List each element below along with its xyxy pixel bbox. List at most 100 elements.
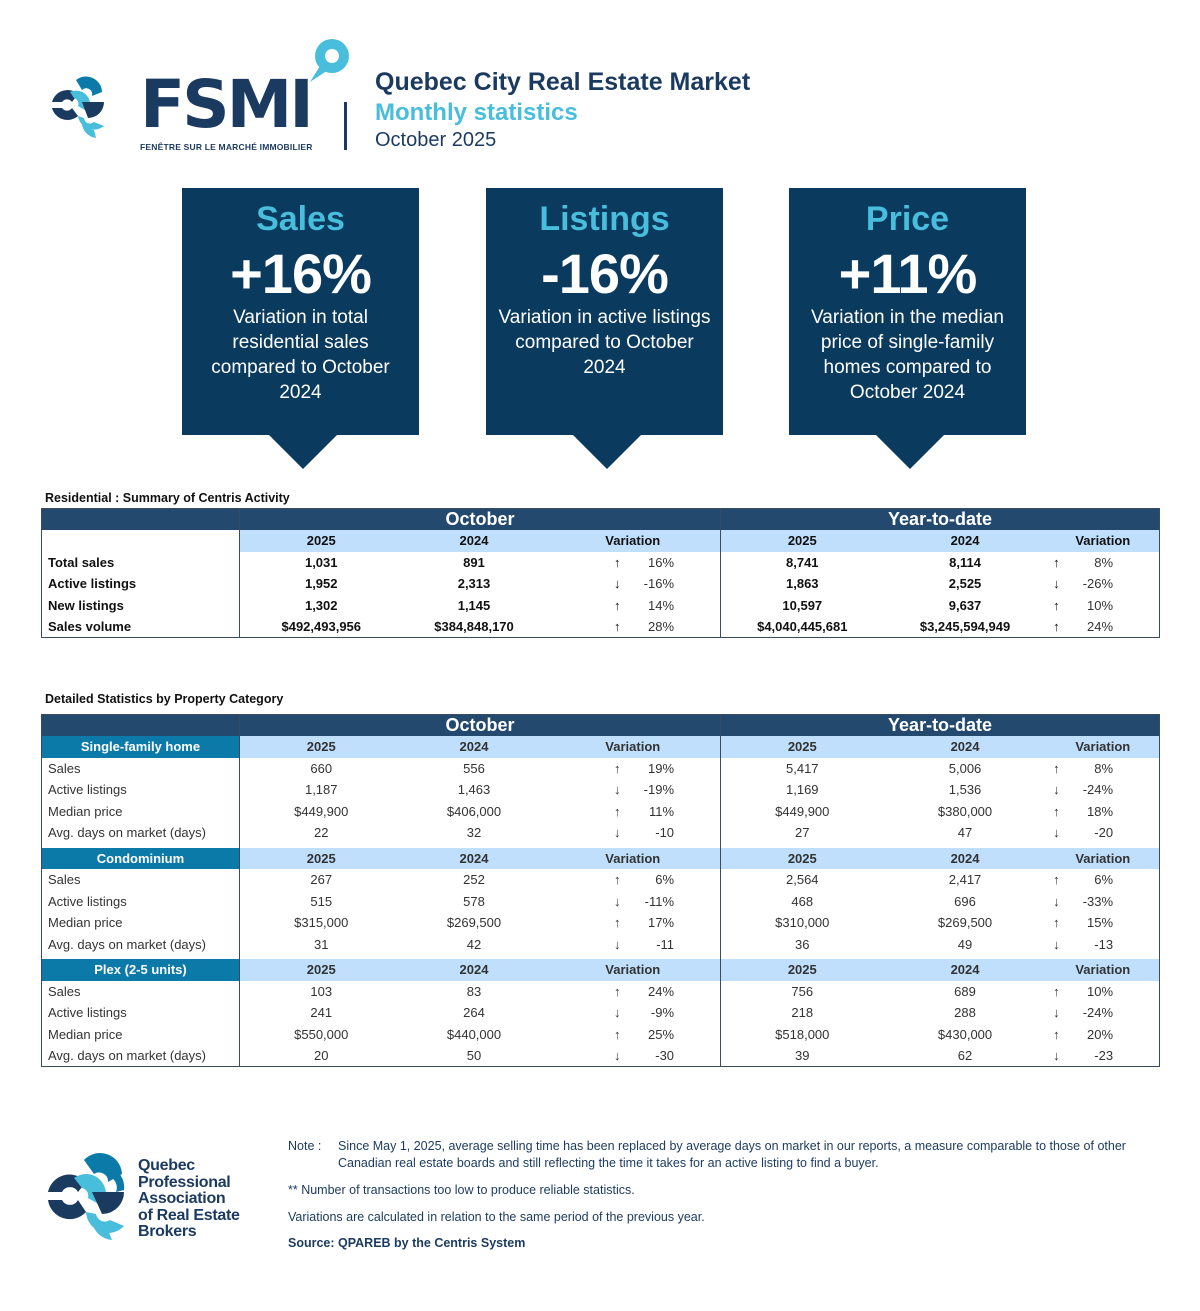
table-row: Active listings 1,952 2,313 ↓ -16% 1,863 2,525… (42, 573, 1160, 595)
category-header-row: Condominium 2025 2024 Variation 2025 2024 Vari… (41, 847, 1160, 869)
arrow-down-icon: ↓ (614, 936, 621, 952)
ytd-2024-value: 8,114 (949, 554, 981, 570)
variation-value: -16% (643, 576, 675, 592)
col-header-ytd-2025: 2025 (720, 530, 884, 552)
table-row: Sales 103 83 ↑ 24% 756 689 ↑ 10% (42, 980, 1160, 1002)
spacer-row (42, 955, 1160, 959)
variation-value: -11 (656, 936, 675, 952)
oct-2024-value: 1,463 (457, 782, 491, 798)
qpareb-mini-logo-icon (52, 76, 104, 138)
header-year-to-date: Year-to-date (720, 508, 1160, 530)
oct-2024-value: $269,500 (446, 915, 502, 931)
arrow-up-icon: ↑ (1053, 554, 1060, 570)
table-row: Avg. days on market (days) 20 50 ↓ -30 39 62 ↓ -… (42, 1045, 1160, 1067)
ytd-2024-value: 5,006 (948, 760, 982, 776)
arrow-down-icon: ↓ (1053, 1005, 1060, 1021)
page-subtitle: Monthly statistics (375, 99, 578, 126)
oct-2025-value: 241 (239, 1002, 403, 1024)
arrow-up-icon: ↑ (614, 760, 621, 776)
variation-value: 6% (1094, 872, 1114, 888)
oct-2025-value: 515 (239, 890, 403, 912)
ytd-2025-value: 39 (720, 1045, 884, 1067)
oct-variation-cell: ↓ -9% (546, 1002, 721, 1024)
kpi-description: Variation in total residential sales com… (211, 307, 390, 403)
row-label: Sales (48, 760, 81, 776)
row-label: Median price (48, 1026, 123, 1042)
arrow-up-icon: ↑ (614, 1026, 621, 1042)
speech-bubble-icon (310, 39, 349, 82)
ytd-2024-value: $430,000 (937, 1026, 993, 1042)
category-label: Single-family home (41, 736, 240, 758)
arrow-up-icon: ↑ (1053, 760, 1060, 776)
arrow-up-icon: ↑ (614, 983, 621, 999)
col-header-oct-2024: 2024 (402, 530, 546, 552)
kpi-description: Variation in the median price of single-… (811, 307, 1004, 403)
oct-2025-value: 1,952 (239, 573, 403, 595)
header-blank (41, 530, 240, 552)
row-label: Active listings (48, 782, 127, 798)
ytd-2024-value: 696 (954, 893, 976, 909)
kpi-value: +11% (838, 242, 978, 305)
oct-2024-value: 50 (466, 1048, 482, 1063)
kpi-title: Price (865, 200, 950, 238)
variation-value: -33% (1082, 893, 1114, 909)
ytd-2025-value: 5,417 (720, 757, 884, 779)
row-label: Active listings (48, 893, 127, 909)
variation-value: 28% (648, 619, 675, 634)
summary-section-label: Residential : Summary of Centris Activit… (45, 491, 290, 505)
ytd-2025-value: 36 (720, 933, 884, 955)
row-label: Avg. days on market (days) (48, 1048, 206, 1063)
header-october: October (238, 714, 721, 736)
spacer-row (42, 843, 1160, 848)
kpi-card-price: Price +11% Variation in the median price… (789, 188, 1026, 435)
arrow-down-icon: ↓ (614, 893, 621, 909)
variation-value: -26% (1082, 576, 1114, 592)
arrow-up-icon: ↑ (614, 803, 621, 819)
oct-2024-value: 42 (466, 936, 482, 952)
fsmi-logo: FSMI FENÊTRE SUR LE MARCHÉ IMMOBILIER (140, 72, 340, 153)
oct-2025-value: $315,000 (239, 912, 403, 934)
col-header-ytd-2025: 2025 (720, 736, 884, 758)
ytd-2025-value: $4,040,445,681 (720, 616, 884, 638)
oct-variation-cell: ↑ 25% (546, 1024, 721, 1046)
arrow-up-icon: ↑ (614, 597, 621, 613)
asterisk-note: ** Number of transactions too low to pro… (288, 1183, 635, 1197)
kpi-description: Variation in active listings compared to… (498, 307, 711, 378)
variation-value: -19% (643, 782, 675, 798)
variation-value: 15% (1087, 915, 1114, 931)
oct-2025-value: 660 (239, 757, 403, 779)
arrow-down-icon: ↓ (1053, 936, 1060, 952)
ytd-2025-value: $518,000 (720, 1023, 884, 1045)
row-label: Avg. days on market (days) (48, 825, 206, 841)
ytd-2024-value: 49 (957, 936, 973, 952)
oct-2024-value: $406,000 (446, 803, 502, 819)
oct-2025-value: 1,187 (239, 779, 403, 801)
ytd-variation-cell: ↑ 24% (1047, 616, 1160, 638)
arrow-down-icon: ↓ (614, 782, 621, 798)
arrow-up-icon: ↑ (1053, 872, 1060, 888)
col-header-ytd-variation: Variation (1046, 530, 1160, 552)
arrow-up-icon: ↑ (614, 872, 621, 888)
col-header-oct-variation: Variation (545, 959, 721, 981)
org-line: of Real Estate (138, 1206, 240, 1224)
variation-value: 10% (1087, 597, 1114, 613)
ytd-2025-value: 218 (720, 1002, 884, 1024)
ytd-variation-cell: ↑ 15% (1047, 912, 1160, 934)
ytd-variation-cell: ↓ -26% (1047, 573, 1160, 595)
category-header-row: Plex (2-5 units) 2025 2024 Variation 2025 202… (41, 959, 1160, 981)
header-october: October (238, 508, 721, 530)
org-line: Association (138, 1190, 226, 1207)
ytd-variation-cell: ↓ -23 (1047, 1045, 1160, 1067)
table-row: Median price $449,900 $406,000 ↑ 11% $449,900… (42, 800, 1160, 822)
oct-variation-cell: ↓ -16% (546, 573, 721, 595)
kpi-title: Listings (539, 200, 670, 238)
col-header-ytd-2024: 2024 (883, 736, 1047, 758)
variation-value: 14% (648, 597, 675, 613)
kpi-card-listings: Listings -16% Variation in active listin… (486, 188, 723, 435)
arrow-up-icon: ↑ (614, 619, 621, 634)
ytd-2025-value: 8,741 (720, 551, 884, 573)
ytd-2025-value: 756 (720, 980, 884, 1002)
variation-value: 18% (1087, 803, 1114, 819)
ytd-2024-value: 689 (954, 983, 976, 999)
oct-2025-value: $550,000 (239, 1023, 403, 1045)
